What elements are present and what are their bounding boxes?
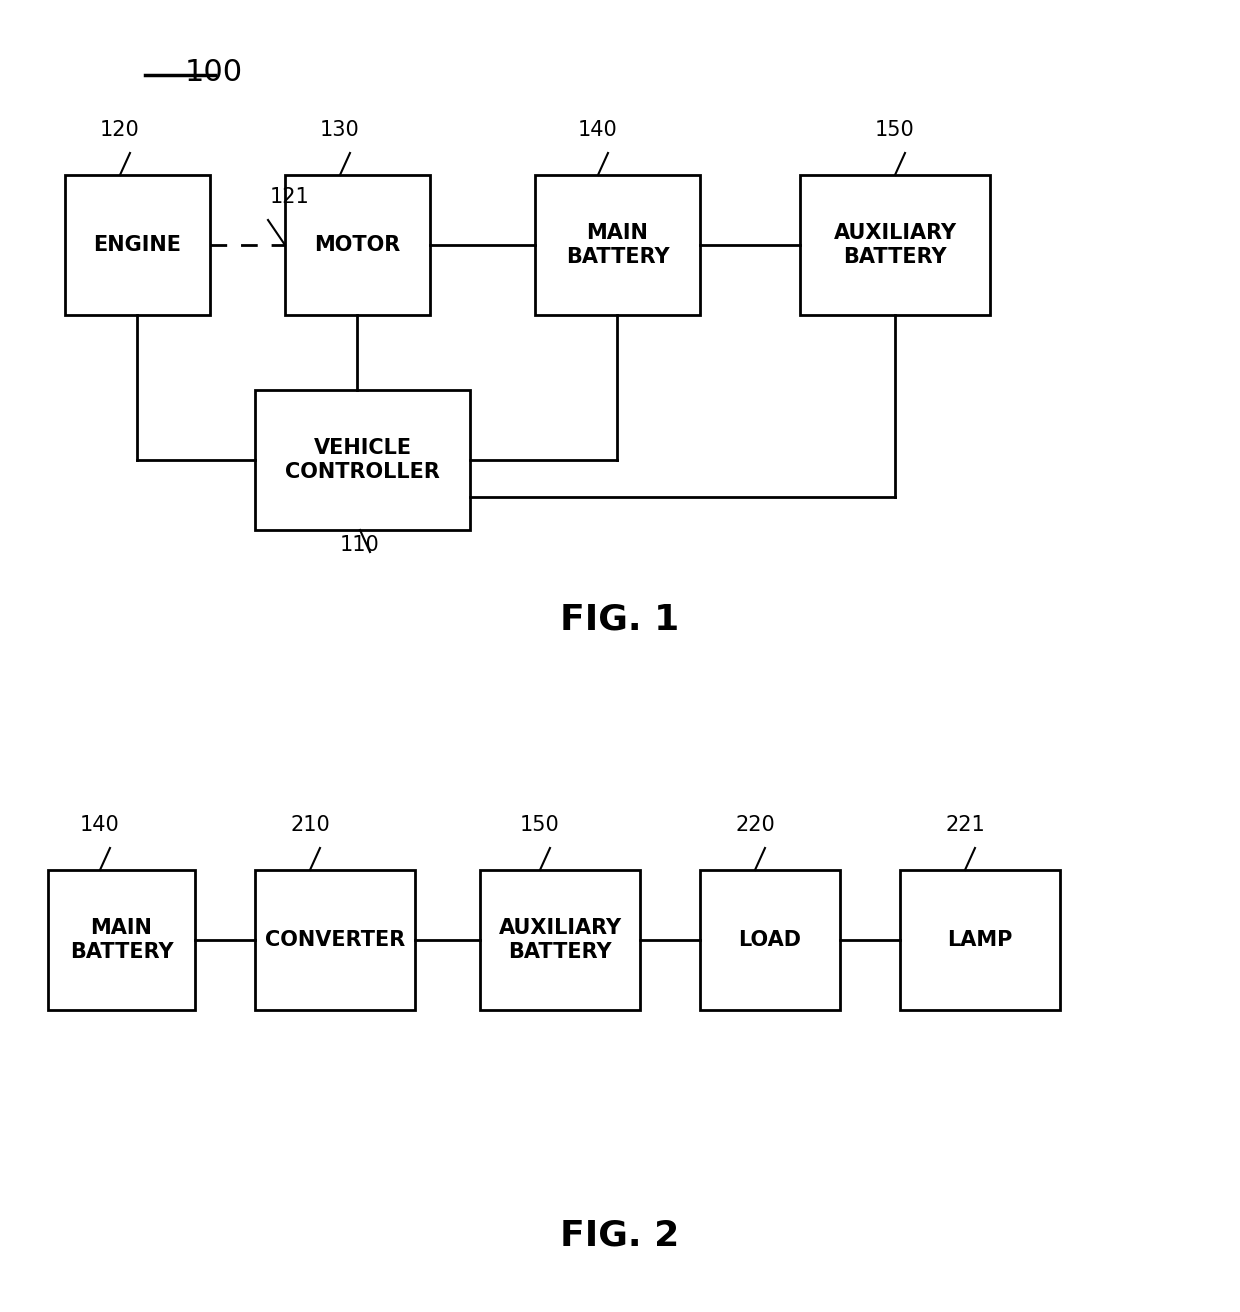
Text: MOTOR: MOTOR: [315, 235, 401, 255]
Text: 130: 130: [320, 119, 360, 140]
Text: AUXILIARY
BATTERY: AUXILIARY BATTERY: [833, 223, 956, 266]
Text: LOAD: LOAD: [739, 930, 801, 950]
Bar: [701, 870, 839, 1010]
Text: 140: 140: [578, 119, 618, 140]
Text: 120: 120: [100, 119, 140, 140]
Text: FIG. 1: FIG. 1: [560, 604, 680, 638]
Text: VEHICLE
CONTROLLER: VEHICLE CONTROLLER: [285, 438, 440, 482]
Text: 100: 100: [185, 58, 243, 87]
Bar: [480, 870, 640, 1010]
Bar: [255, 390, 470, 530]
Text: ENGINE: ENGINE: [93, 235, 181, 255]
Bar: [900, 870, 1060, 1010]
Text: 220: 220: [735, 815, 775, 834]
Bar: [534, 174, 701, 315]
Text: 150: 150: [875, 119, 915, 140]
Text: AUXILIARY
BATTERY: AUXILIARY BATTERY: [498, 918, 621, 962]
Text: LAMP: LAMP: [947, 930, 1013, 950]
Text: 110: 110: [340, 535, 379, 555]
Bar: [255, 870, 415, 1010]
Text: CONVERTER: CONVERTER: [265, 930, 405, 950]
Text: MAIN
BATTERY: MAIN BATTERY: [565, 223, 670, 266]
Text: MAIN
BATTERY: MAIN BATTERY: [69, 918, 174, 962]
Text: 140: 140: [81, 815, 120, 834]
Text: FIG. 2: FIG. 2: [560, 1218, 680, 1252]
Text: 221: 221: [945, 815, 985, 834]
Bar: [285, 174, 430, 315]
Bar: [800, 174, 990, 315]
Text: 121: 121: [270, 188, 310, 207]
Text: 210: 210: [290, 815, 330, 834]
Text: 150: 150: [520, 815, 560, 834]
Bar: [48, 870, 195, 1010]
Bar: [64, 174, 210, 315]
